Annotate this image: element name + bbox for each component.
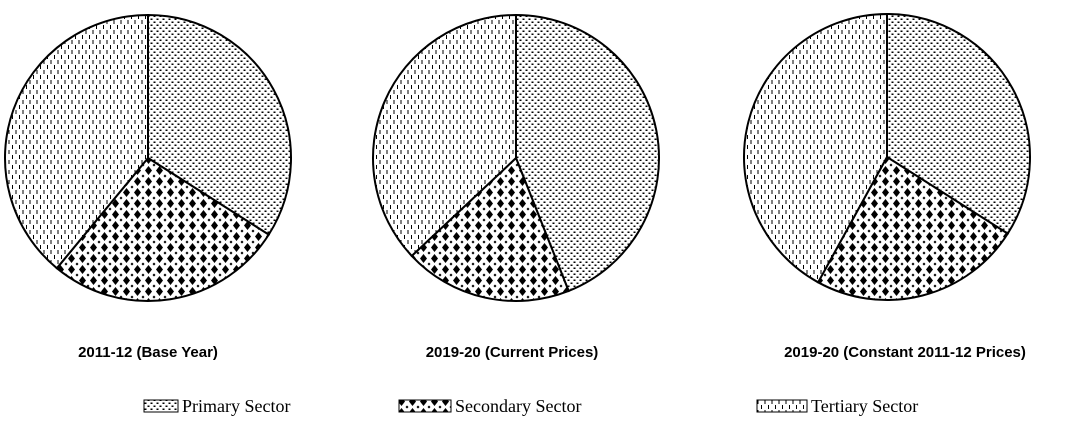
legend-label: Tertiary Sector <box>811 396 918 416</box>
legend-swatch <box>398 399 452 413</box>
pie-slice <box>410 156 570 302</box>
pie-slice <box>816 155 1010 301</box>
legend-swatch <box>756 399 808 413</box>
chart-title: 2019-20 (Current Prices) <box>426 344 599 361</box>
pie-slice <box>55 156 271 302</box>
chart-title: 2011-12 (Base Year) <box>78 344 218 361</box>
pie-slice <box>515 13 660 293</box>
pie-slice <box>4 13 149 270</box>
legend-label: Secondary Sector <box>455 396 581 416</box>
pie-slice <box>372 13 517 258</box>
chart-title: 2019-20 (Constant 2011-12 Prices) <box>784 344 1026 361</box>
pie-slice <box>743 12 888 284</box>
legend-swatch <box>143 399 179 413</box>
legend-label: Primary Sector <box>182 396 290 416</box>
